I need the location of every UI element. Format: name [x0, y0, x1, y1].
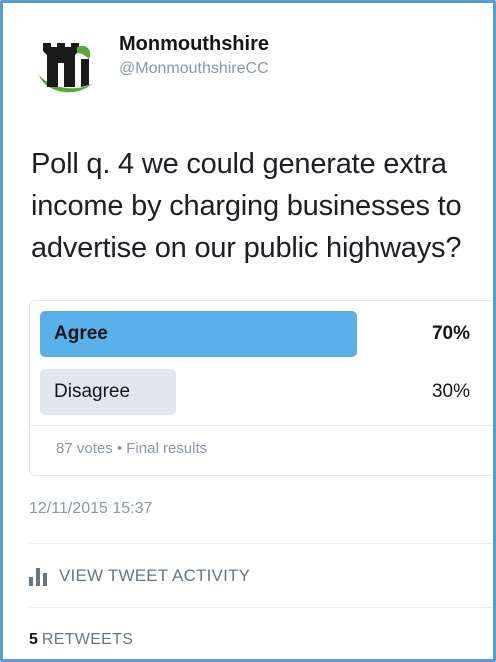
poll-divider — [30, 425, 493, 426]
display-name[interactable]: Monmouthshire — [119, 33, 269, 55]
poll-choice-agree: Agree 70% — [40, 311, 493, 357]
divider — [29, 543, 493, 544]
bar-chart-icon — [29, 566, 49, 586]
tweet-timestamp[interactable]: 12/11/2015 15:37 — [29, 500, 153, 517]
poll-choice-label: Disagree — [54, 381, 131, 402]
poll-card: Agree 70% Disagree 30% 87 votes • Final … — [29, 300, 493, 476]
retweets-count-link[interactable]: 5 RETWEETS — [29, 629, 133, 651]
author-names: Monmouthshire @MonmouthshireCC — [119, 31, 269, 80]
poll-bar-agree — [40, 311, 357, 357]
poll-choice-label: Agree — [54, 323, 108, 344]
divider — [29, 607, 493, 608]
tweet-text: Poll q. 4 we could generate extra income… — [31, 148, 462, 264]
user-handle[interactable]: @MonmouthshireCC — [119, 60, 269, 77]
poll-choice-percent: 30% — [431, 381, 470, 402]
poll-bar-disagree — [40, 369, 176, 415]
tweet-header: Monmouthshire @MonmouthshireCC — [31, 29, 481, 109]
retweet-count: 5 — [29, 631, 38, 648]
avatar[interactable] — [31, 29, 101, 99]
view-tweet-activity-link[interactable]: VIEW TWEET ACTIVITY — [29, 563, 250, 589]
poll-choice-percent: 70% — [431, 323, 470, 344]
retweets-label: RETWEETS — [41, 631, 134, 648]
poll-results-meta: 87 votes • Final results — [56, 440, 208, 457]
view-tweet-activity-label: VIEW TWEET ACTIVITY — [59, 566, 251, 585]
monmouthshire-logo-icon — [39, 43, 93, 93]
poll-choice-disagree: Disagree 30% — [40, 369, 493, 415]
